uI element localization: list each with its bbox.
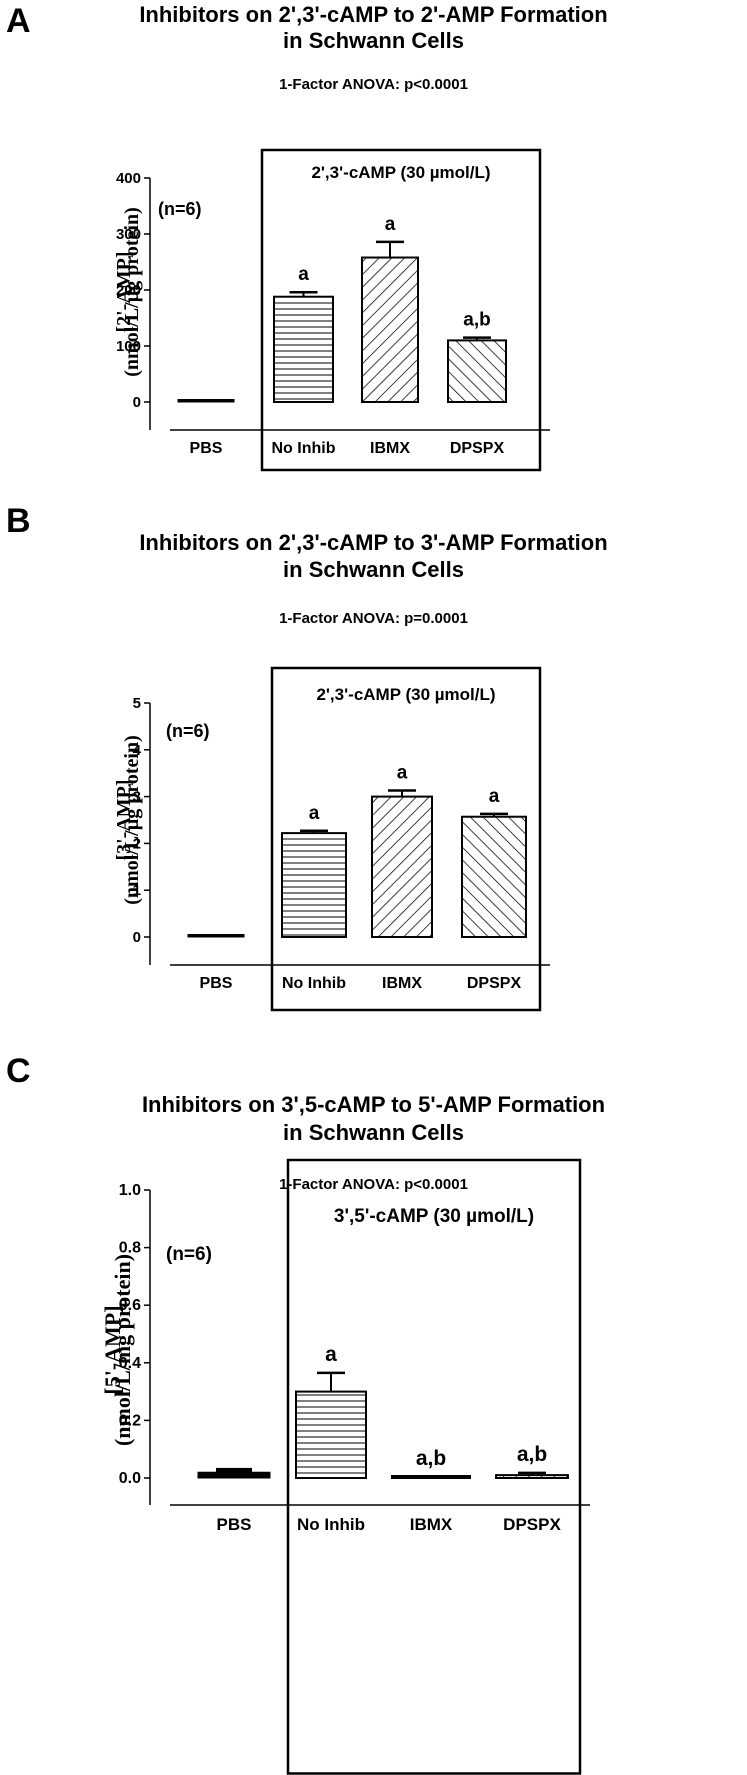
bar-dpspx [461, 815, 527, 938]
x-tick-label: IBMX [410, 1515, 453, 1534]
panel-letter: B [6, 502, 31, 540]
y-tick-label: 0.6 [119, 1297, 141, 1314]
treatment-group-label: 3',5'-cAMP (30 µmol/L) [334, 1206, 534, 1227]
bar-chart: 2',3'-cAMP (30 µmol/L) (n=6) 0 100 200 300 400… [113, 148, 550, 472]
x-tick-label: No Inhib [272, 440, 336, 457]
significance-label: a,b [517, 1443, 547, 1466]
x-tick-label: IBMX [382, 975, 422, 992]
panel-a: A Inhibitors on 2',3'-cAMP to 2'-AMP For… [0, 0, 747, 480]
y-tick-label: 200 [116, 282, 141, 299]
chart-title-line-2: in Schwann Cells [283, 1120, 464, 1145]
x-tick-label: DPSPX [467, 975, 522, 992]
treatment-group-box [270, 666, 542, 1012]
y-tick-label: 4 [133, 742, 142, 759]
y-tick-label: 3 [133, 789, 141, 806]
significance-label: a,b [416, 1447, 446, 1470]
treatment-group-box [286, 1158, 582, 1775]
chart-title-line-1: Inhibitors on 2',3'-cAMP to 3'-AMP Forma… [139, 530, 608, 555]
x-tick-label: No Inhib [282, 975, 346, 992]
x-tick-label: IBMX [370, 440, 410, 457]
chart-title-line-1: Inhibitors on 2',3'-cAMP to 2'-AMP Forma… [139, 2, 608, 27]
x-tick-label: No Inhib [297, 1515, 365, 1534]
x-tick-label: PBS [200, 975, 233, 992]
n-label: (n=6) [158, 199, 202, 219]
chart-subtitle: 1-Factor ANOVA: p<0.0001 [279, 1176, 468, 1193]
panel-letter: A [6, 2, 31, 40]
y-tick-label: 0 [133, 394, 141, 411]
treatment-group-box [260, 148, 542, 472]
y-tick-label: 2 [133, 835, 141, 852]
significance-label: a [397, 763, 408, 784]
n-label: (n=6) [166, 1244, 212, 1265]
chart-title-line-2: in Schwann Cells [283, 28, 464, 53]
y-tick-label: 400 [116, 170, 141, 187]
x-tick-label: PBS [190, 440, 223, 457]
y-axis-label-line-2: (nmol/L/µg protein) [121, 735, 143, 905]
chart-subtitle: 1-Factor ANOVA: p<0.0001 [279, 76, 468, 93]
y-tick-label: 0.0 [119, 1470, 141, 1487]
y-axis-label-line-1: [3'-AMP] [113, 779, 135, 860]
panel-letter: C [6, 1052, 31, 1090]
treatment-group-label: 2',3'-cAMP (30 µmol/L) [316, 685, 495, 704]
x-tick-label: DPSPX [450, 440, 505, 457]
bar-chart: 3',5'-cAMP (30 µmol/L) (n=6) 0.0 0.2 0.4 0.6 0… [100, 1158, 590, 1775]
chart-title-line-2: in Schwann Cells [283, 557, 464, 582]
y-tick-label: 0.8 [119, 1240, 141, 1257]
chart-title-line-1: Inhibitors on 3',5-cAMP to 5'-AMP Format… [141, 1092, 606, 1117]
x-tick-label: DPSPX [503, 1515, 561, 1534]
y-tick-label: 100 [116, 338, 141, 355]
y-axis-label-line-1: [5'-AMP] [100, 1305, 125, 1394]
x-tick-label: PBS [217, 1515, 252, 1534]
n-label: (n=6) [166, 721, 210, 741]
significance-label: a,b [463, 310, 490, 331]
bar-no-inhib [273, 295, 334, 403]
y-tick-label: 0.2 [119, 1412, 141, 1429]
y-tick-label: 300 [116, 226, 141, 243]
error-bar [216, 1467, 252, 1478]
y-tick-label: 1 [133, 882, 141, 899]
panel-c: C Inhibitors on 3',5-cAMP to 5'-AMP Form… [0, 1050, 747, 1775]
bar-dpspx [495, 1474, 569, 1479]
bar-pbs [187, 934, 245, 938]
bar-pbs [177, 399, 235, 403]
chart-subtitle: 1-Factor ANOVA: p=0.0001 [279, 610, 468, 627]
significance-label: a [385, 214, 396, 235]
significance-label: a [309, 803, 320, 824]
y-axis-label-line-2: (nmol/L/mg protein) [110, 1254, 135, 1446]
significance-label: a [298, 264, 309, 285]
y-tick-label: 0 [133, 929, 141, 946]
bar-chart: 2',3'-cAMP (30 µmol/L) (n=6) 0 1 2 3 4 5 [3'-AMP… [113, 666, 550, 1012]
bar-ibmx [371, 795, 433, 938]
y-axis-label-line-2: (nmol/L/µg protein) [121, 207, 143, 377]
bar-ibmx [391, 1475, 471, 1479]
y-tick-label: 0.4 [119, 1355, 141, 1372]
bar-no-inhib [281, 832, 347, 939]
y-axis-label-line-1: [2'-AMP] [113, 251, 135, 332]
significance-label: a [489, 786, 500, 807]
panel-b: B Inhibitors on 2',3'-cAMP to 3'-AMP For… [0, 500, 747, 1020]
significance-label: a [325, 1343, 337, 1366]
y-tick-label: 1.0 [119, 1182, 141, 1199]
y-tick-label: 5 [133, 695, 141, 712]
bar-ibmx [361, 256, 419, 403]
treatment-group-label: 2',3'-cAMP (30 µmol/L) [311, 163, 490, 182]
bar-no-inhib [295, 1390, 367, 1480]
bar-dpspx [447, 339, 507, 403]
